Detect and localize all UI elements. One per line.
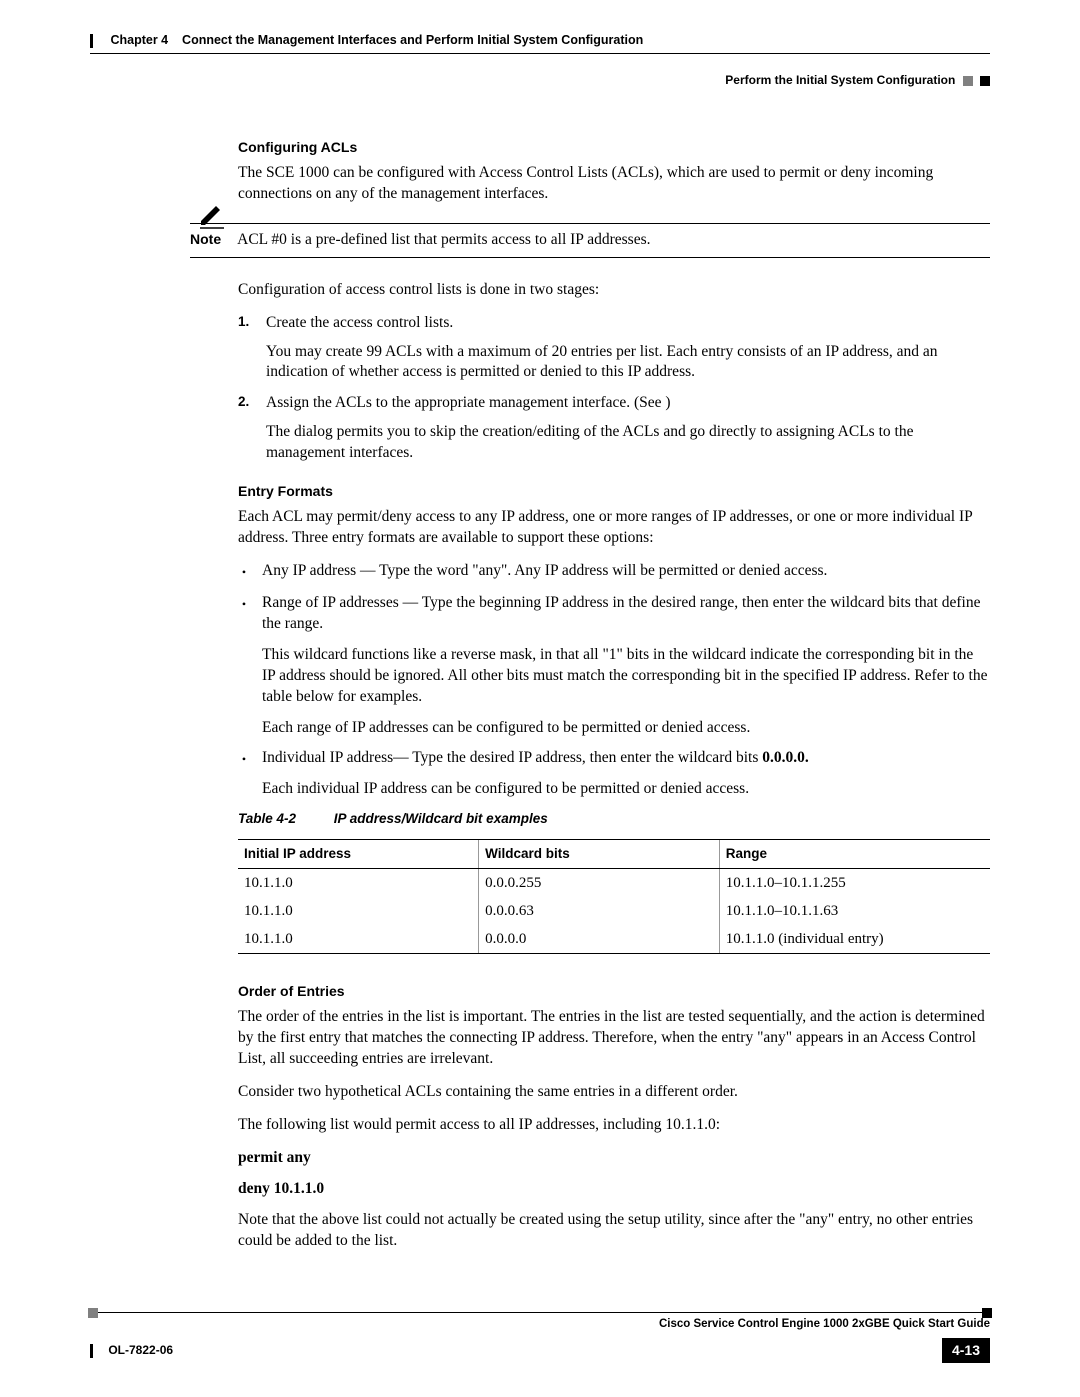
table-cell: 10.1.1.0 — [238, 897, 479, 925]
chapter-title: Connect the Management Interfaces and Pe… — [182, 33, 643, 47]
marker-gray — [963, 76, 973, 86]
step1-text: Create the access control lists. — [266, 314, 453, 331]
cmd-permit-any: permit any — [238, 1148, 990, 1169]
bullet-icon: • — [238, 593, 250, 739]
heading-order-of-entries: Order of Entries — [238, 982, 990, 1001]
heading-entry-formats: Entry Formats — [238, 482, 990, 501]
table-cell: 10.1.1.0–10.1.1.255 — [719, 868, 990, 897]
table-title: IP address/Wildcard bit examples — [334, 811, 548, 826]
section-header: Perform the Initial System Configuration — [90, 72, 990, 88]
table-caption: Table 4-2 IP address/Wildcard bit exampl… — [238, 810, 990, 828]
table-cell: 10.1.1.0 — [238, 868, 479, 897]
para-stages-intro: Configuration of access control lists is… — [238, 280, 990, 301]
wildcard-table: Initial IP address Wildcard bits Range 1… — [238, 839, 990, 955]
para-order-4: Note that the above list could not actua… — [238, 1210, 990, 1252]
page-number-badge: 4-13 — [942, 1338, 990, 1363]
page-header: Chapter 4 Connect the Management Interfa… — [90, 32, 990, 54]
step2-text: Assign the ACLs to the appropriate manag… — [266, 394, 671, 411]
marker-gray — [88, 1308, 98, 1318]
table-cell: 10.1.1.0 (individual entry) — [719, 925, 990, 954]
bullet-range-sub1: This wildcard functions like a reverse m… — [262, 645, 990, 708]
step-number: 2. — [238, 393, 256, 464]
crop-mark — [90, 1344, 93, 1358]
table-cell: 10.1.1.0–10.1.1.63 — [719, 897, 990, 925]
table-cell: 0.0.0.255 — [479, 868, 720, 897]
table-cell: 10.1.1.0 — [238, 925, 479, 954]
bullet-any-ip: Any IP address — Type the word "any". An… — [262, 561, 990, 583]
chapter-number: Chapter 4 — [110, 33, 168, 47]
ordered-steps: 1. Create the access control lists. You … — [238, 313, 990, 465]
bullet-range: Range of IP addresses — Type the beginni… — [262, 594, 980, 632]
bullet-individual-sub: Each individual IP address can be config… — [262, 779, 990, 800]
crop-mark — [90, 34, 93, 48]
table-cell: 0.0.0.63 — [479, 897, 720, 925]
para-order-2: Consider two hypothetical ACLs containin… — [238, 1082, 990, 1103]
cmd-deny: deny 10.1.1.0 — [238, 1179, 990, 1200]
note-block: Note ACL #0 is a pre-defined list that p… — [190, 223, 990, 258]
section-title: Perform the Initial System Configuration — [725, 73, 955, 87]
table-row: 10.1.1.0 0.0.0.63 10.1.1.0–10.1.1.63 — [238, 897, 990, 925]
table-row: 10.1.1.0 0.0.0.255 10.1.1.0–10.1.1.255 — [238, 868, 990, 897]
bullet-list: • Any IP address — Type the word "any". … — [238, 561, 990, 800]
table-number: Table 4-2 — [238, 810, 330, 828]
content-column: Configuring ACLs The SCE 1000 can be con… — [238, 138, 990, 205]
para-intro: The SCE 1000 can be configured with Acce… — [238, 163, 990, 205]
bullet-icon: • — [238, 748, 250, 800]
pencil-icon — [198, 205, 226, 235]
para-entry-intro: Each ACL may permit/deny access to any I… — [238, 507, 990, 549]
marker-black — [982, 1308, 992, 1318]
step2-sub: The dialog permits you to skip the creat… — [266, 422, 990, 464]
table-header: Range — [719, 839, 990, 868]
step1-sub: You may create 99 ACLs with a maximum of… — [266, 342, 990, 384]
marker-black — [980, 76, 990, 86]
table-header: Initial IP address — [238, 839, 479, 868]
bullet-icon: • — [238, 561, 250, 583]
page-footer: Cisco Service Control Engine 1000 2xGBE … — [90, 1312, 990, 1363]
para-order-3: The following list would permit access t… — [238, 1115, 990, 1136]
doc-number: OL-7822-06 — [108, 1343, 173, 1357]
para-order-1: The order of the entries in the list is … — [238, 1007, 990, 1070]
bullet-range-sub2: Each range of IP addresses can be config… — [262, 718, 990, 739]
table-row: 10.1.1.0 0.0.0.0 10.1.1.0 (individual en… — [238, 925, 990, 954]
table-header: Wildcard bits — [479, 839, 720, 868]
heading-configuring-acls: Configuring ACLs — [238, 138, 990, 157]
step-number: 1. — [238, 313, 256, 384]
note-body: ACL #0 is a pre-defined list that permit… — [237, 230, 650, 251]
bullet-individual-prefix: Individual IP address— Type the desired … — [262, 749, 762, 766]
table-cell: 0.0.0.0 — [479, 925, 720, 954]
bullet-individual-bold: 0.0.0.0. — [762, 749, 809, 766]
guide-title: Cisco Service Control Engine 1000 2xGBE … — [90, 1313, 990, 1333]
